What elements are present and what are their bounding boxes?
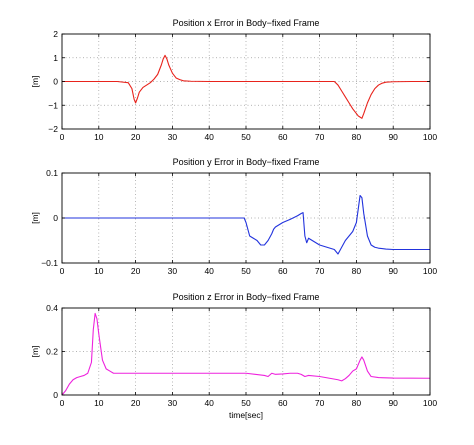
x-tick-label: 40 [204, 398, 214, 408]
chart-panel-1: 0 10 20 30 40 50 60 70 80 90 100 −2 −1 0 1 2 Position x … [30, 18, 437, 142]
x-tick-label: 0 [60, 132, 65, 142]
y-tick-label: 0.2 [46, 347, 58, 357]
chart-title: Position x Error in Body−fixed Frame [173, 18, 320, 28]
y-tick-label: 0 [53, 213, 58, 223]
y-tick-label: 0.1 [46, 168, 58, 178]
y-tick-label: 2 [53, 29, 58, 39]
x-tick-label: 70 [315, 398, 325, 408]
x-tick-label: 80 [352, 398, 362, 408]
x-tick-label: 20 [131, 132, 141, 142]
chart-panel-3: 0 10 20 30 40 50 60 70 80 90 100 0 0.2 0.4 Position z … [30, 292, 437, 420]
x-tick-label: 50 [241, 266, 251, 276]
x-tick-label: 10 [94, 132, 104, 142]
x-tick-label: 100 [423, 266, 437, 276]
x-tick-label: 0 [60, 266, 65, 276]
x-tick-label: 90 [388, 398, 398, 408]
chart-title: Position z Error in Body−fixed Frame [173, 292, 320, 302]
y-tick-label: −2 [48, 124, 58, 134]
x-tick-label: 10 [94, 266, 104, 276]
y-axis-label: [m] [30, 212, 40, 224]
y-tick-label: 1 [53, 53, 58, 63]
x-tick-label: 50 [241, 398, 251, 408]
chart-title: Position y Error in Body−fixed Frame [173, 157, 320, 167]
x-tick-label: 70 [315, 132, 325, 142]
y-tick-label: −0.1 [41, 258, 58, 268]
x-tick-label: 100 [423, 132, 437, 142]
x-tick-label: 70 [315, 266, 325, 276]
x-tick-label: 20 [131, 266, 141, 276]
x-tick-label: 20 [131, 398, 141, 408]
series-line-1 [62, 54, 430, 119]
x-tick-label: 60 [278, 398, 288, 408]
x-tick-label: 50 [241, 132, 251, 142]
y-axis-label: [m] [30, 76, 40, 88]
x-tick-label: 80 [352, 266, 362, 276]
y-tick-label: 0 [53, 77, 58, 87]
series-line-1 [61, 312, 431, 396]
x-tick-label: 40 [204, 266, 214, 276]
x-tick-label: 30 [168, 398, 178, 408]
x-tick-label: 100 [423, 398, 437, 408]
x-axis-label: time[sec] [229, 410, 263, 420]
y-tick-label: 0 [53, 390, 58, 400]
x-tick-label: 60 [278, 132, 288, 142]
x-tick-label: 30 [168, 266, 178, 276]
x-tick-label: 60 [278, 266, 288, 276]
y-axis-label: [m] [30, 346, 40, 358]
x-tick-label: 80 [352, 132, 362, 142]
x-tick-label: 0 [60, 398, 65, 408]
y-tick-label: −1 [48, 100, 58, 110]
y-tick-label: 0.4 [46, 303, 58, 313]
x-tick-label: 30 [168, 132, 178, 142]
x-tick-label: 40 [204, 132, 214, 142]
series-line-1 [62, 194, 430, 255]
x-tick-label: 90 [388, 132, 398, 142]
x-tick-label: 90 [388, 266, 398, 276]
x-tick-label: 10 [94, 398, 104, 408]
